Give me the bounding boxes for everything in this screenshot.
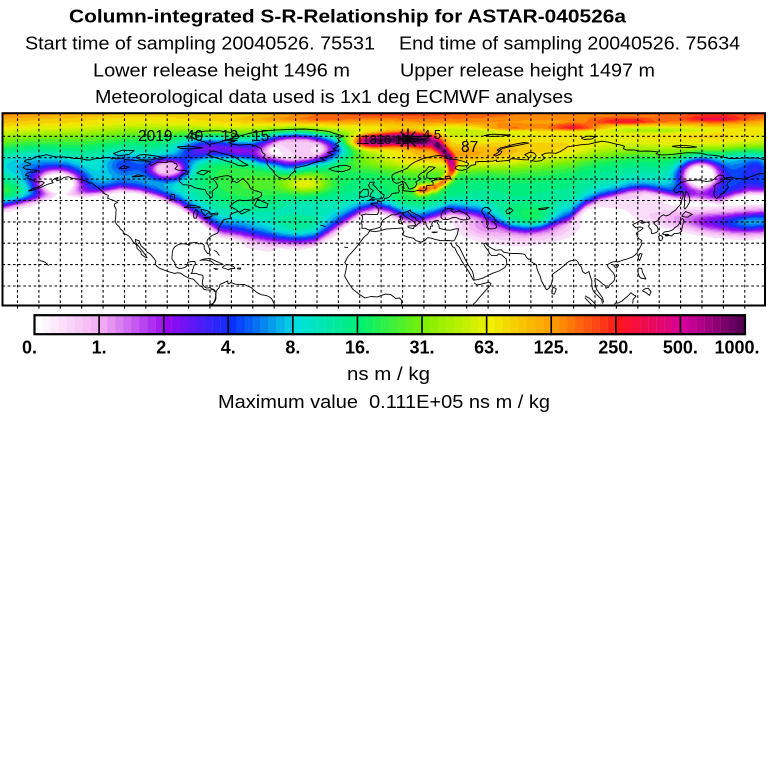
svg-text:4.: 4. <box>221 337 236 357</box>
svg-text:1.: 1. <box>92 337 107 357</box>
svg-text:Upper release height 1497 m: Upper release height 1497 m <box>400 60 655 81</box>
svg-text:Maximum value 0.111E+05 ns m: Maximum value 0.111E+05 ns m / kg <box>218 391 550 412</box>
svg-text:1000.: 1000. <box>714 337 759 357</box>
svg-text:87: 87 <box>461 139 478 156</box>
svg-text:250.: 250. <box>598 337 633 357</box>
svg-text:12: 12 <box>221 128 238 145</box>
svg-text:125.: 125. <box>534 337 569 357</box>
svg-text:End time of sampling 20040526.: End time of sampling 20040526. 75634 <box>399 33 740 54</box>
svg-text:0.: 0. <box>22 337 37 357</box>
svg-text:4 5: 4 5 <box>423 127 441 142</box>
svg-text:500.: 500. <box>663 337 698 357</box>
svg-text:63.: 63. <box>474 337 499 357</box>
svg-text:31.: 31. <box>409 337 434 357</box>
svg-text:11816 10: 11816 10 <box>356 132 409 147</box>
svg-text:40: 40 <box>186 128 204 145</box>
svg-text:2019: 2019 <box>138 128 172 145</box>
svg-text:16.: 16. <box>345 337 370 357</box>
svg-text:ns m / kg: ns m / kg <box>347 363 430 384</box>
svg-text:8.: 8. <box>285 337 300 357</box>
svg-text:Start time of sampling 2004052: Start time of sampling 20040526. 75531 <box>25 33 375 54</box>
svg-text:Meteorological data used is 1x: Meteorological data used is 1x1 deg ECMW… <box>95 86 573 107</box>
svg-text:15: 15 <box>252 128 269 145</box>
svg-text:Lower release height 1496 m: Lower release height 1496 m <box>93 60 350 81</box>
svg-text:Column-integrated S-R-Relation: Column-integrated S-R-Relationship for A… <box>69 5 627 26</box>
svg-text:2.: 2. <box>156 337 171 357</box>
